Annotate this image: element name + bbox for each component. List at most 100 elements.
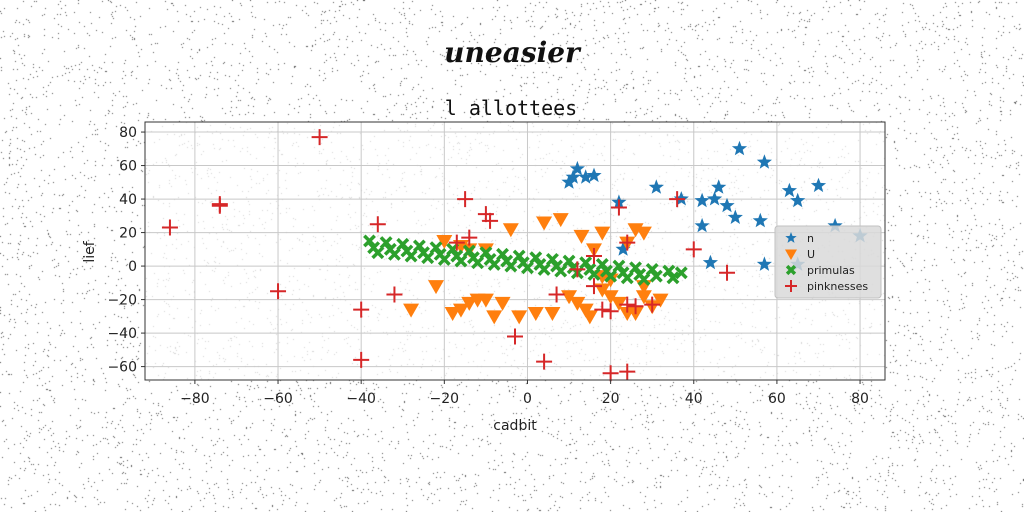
data-point (711, 179, 727, 194)
data-point (702, 254, 718, 270)
data-point (565, 169, 581, 184)
data-point (706, 191, 723, 206)
data-point (649, 269, 663, 283)
data-point (694, 217, 710, 233)
y-axis-label: lief (82, 240, 98, 262)
data-point (353, 351, 370, 368)
legend-marker (785, 280, 797, 292)
data-point (353, 301, 370, 318)
data-point (573, 229, 590, 244)
data-point (595, 257, 609, 271)
legend-label: primulas (807, 264, 855, 277)
data-point (437, 252, 451, 266)
data-point (648, 179, 664, 194)
data-point (635, 226, 652, 241)
data-point (569, 261, 586, 278)
data-point (371, 246, 385, 260)
data-point (561, 290, 578, 305)
data-point (536, 353, 553, 370)
data-point (512, 249, 526, 263)
data-point (544, 306, 561, 321)
data-point (471, 256, 485, 270)
y-tick-label: 40 (119, 192, 137, 208)
data-point (511, 310, 528, 325)
legend-label: n (807, 232, 814, 245)
data-point (629, 261, 642, 275)
data-point (369, 216, 386, 233)
data-point (637, 273, 651, 286)
legend-marker (785, 249, 797, 260)
x-tick-label: −60 (263, 391, 293, 407)
data-point (610, 199, 627, 216)
data-point (620, 271, 634, 285)
data-point (579, 256, 593, 270)
legend-marker (785, 264, 797, 276)
data-point (612, 259, 626, 273)
data-point (602, 290, 619, 305)
y-tick-label: −40 (107, 326, 137, 342)
data-point (421, 251, 435, 265)
data-point (412, 239, 426, 253)
data-point (454, 254, 468, 268)
data-point (536, 216, 553, 231)
data-point (585, 278, 602, 295)
x-tick-label: 80 (851, 391, 869, 407)
x-tick-label: −80 (180, 391, 210, 407)
x-tick-label: −20 (430, 391, 460, 407)
data-point (586, 167, 602, 183)
y-tick-label: −20 (107, 293, 137, 309)
data-point (694, 192, 710, 208)
x-tick-label: 60 (768, 391, 786, 407)
data-point (462, 244, 476, 258)
data-point (594, 301, 611, 318)
data-point (594, 226, 611, 241)
data-point (461, 296, 478, 311)
x-tick-label: 0 (523, 391, 532, 407)
y-tick-label: 80 (119, 125, 137, 141)
data-point (482, 212, 499, 229)
data-point (669, 191, 686, 208)
data-point (756, 256, 772, 271)
data-point (604, 269, 618, 283)
chart-title: l allottees (445, 96, 577, 120)
data-point (619, 363, 636, 380)
data-point (548, 286, 565, 303)
y-tick-label: 20 (119, 226, 137, 242)
data-point (496, 247, 509, 261)
axes: −80 −60 −40 −20 0 20 40 60 80 −60 −40 −20 0 20 40 60 80 (107, 125, 869, 407)
data-point (615, 241, 631, 256)
legend-box (774, 225, 882, 299)
data-point (404, 249, 418, 263)
data-point (627, 298, 644, 315)
data-point (504, 259, 518, 273)
data-point (444, 306, 461, 321)
data-point (602, 365, 619, 382)
y-tick-label: −60 (107, 360, 137, 376)
x-tick-label: −40 (346, 391, 376, 407)
data-point (552, 213, 569, 228)
data-point (562, 254, 576, 268)
data-point (645, 262, 659, 276)
data-point (529, 251, 543, 265)
data-point (537, 262, 551, 276)
data-point (731, 140, 748, 156)
data-point (461, 229, 478, 246)
data-point (781, 182, 797, 198)
data-point (479, 246, 493, 260)
data-point (602, 273, 619, 288)
data-point (554, 264, 568, 278)
data-point (494, 296, 511, 311)
data-point (719, 264, 736, 281)
data-point (790, 192, 806, 208)
data-point (561, 174, 577, 189)
data-point (610, 296, 627, 311)
data-point (161, 219, 178, 236)
data-point (521, 261, 534, 275)
data-point (477, 206, 494, 223)
data-point (578, 169, 594, 184)
data-point (270, 283, 287, 300)
data-point (644, 296, 661, 313)
data-point (386, 286, 403, 303)
figure-title: uneasier (444, 36, 580, 69)
